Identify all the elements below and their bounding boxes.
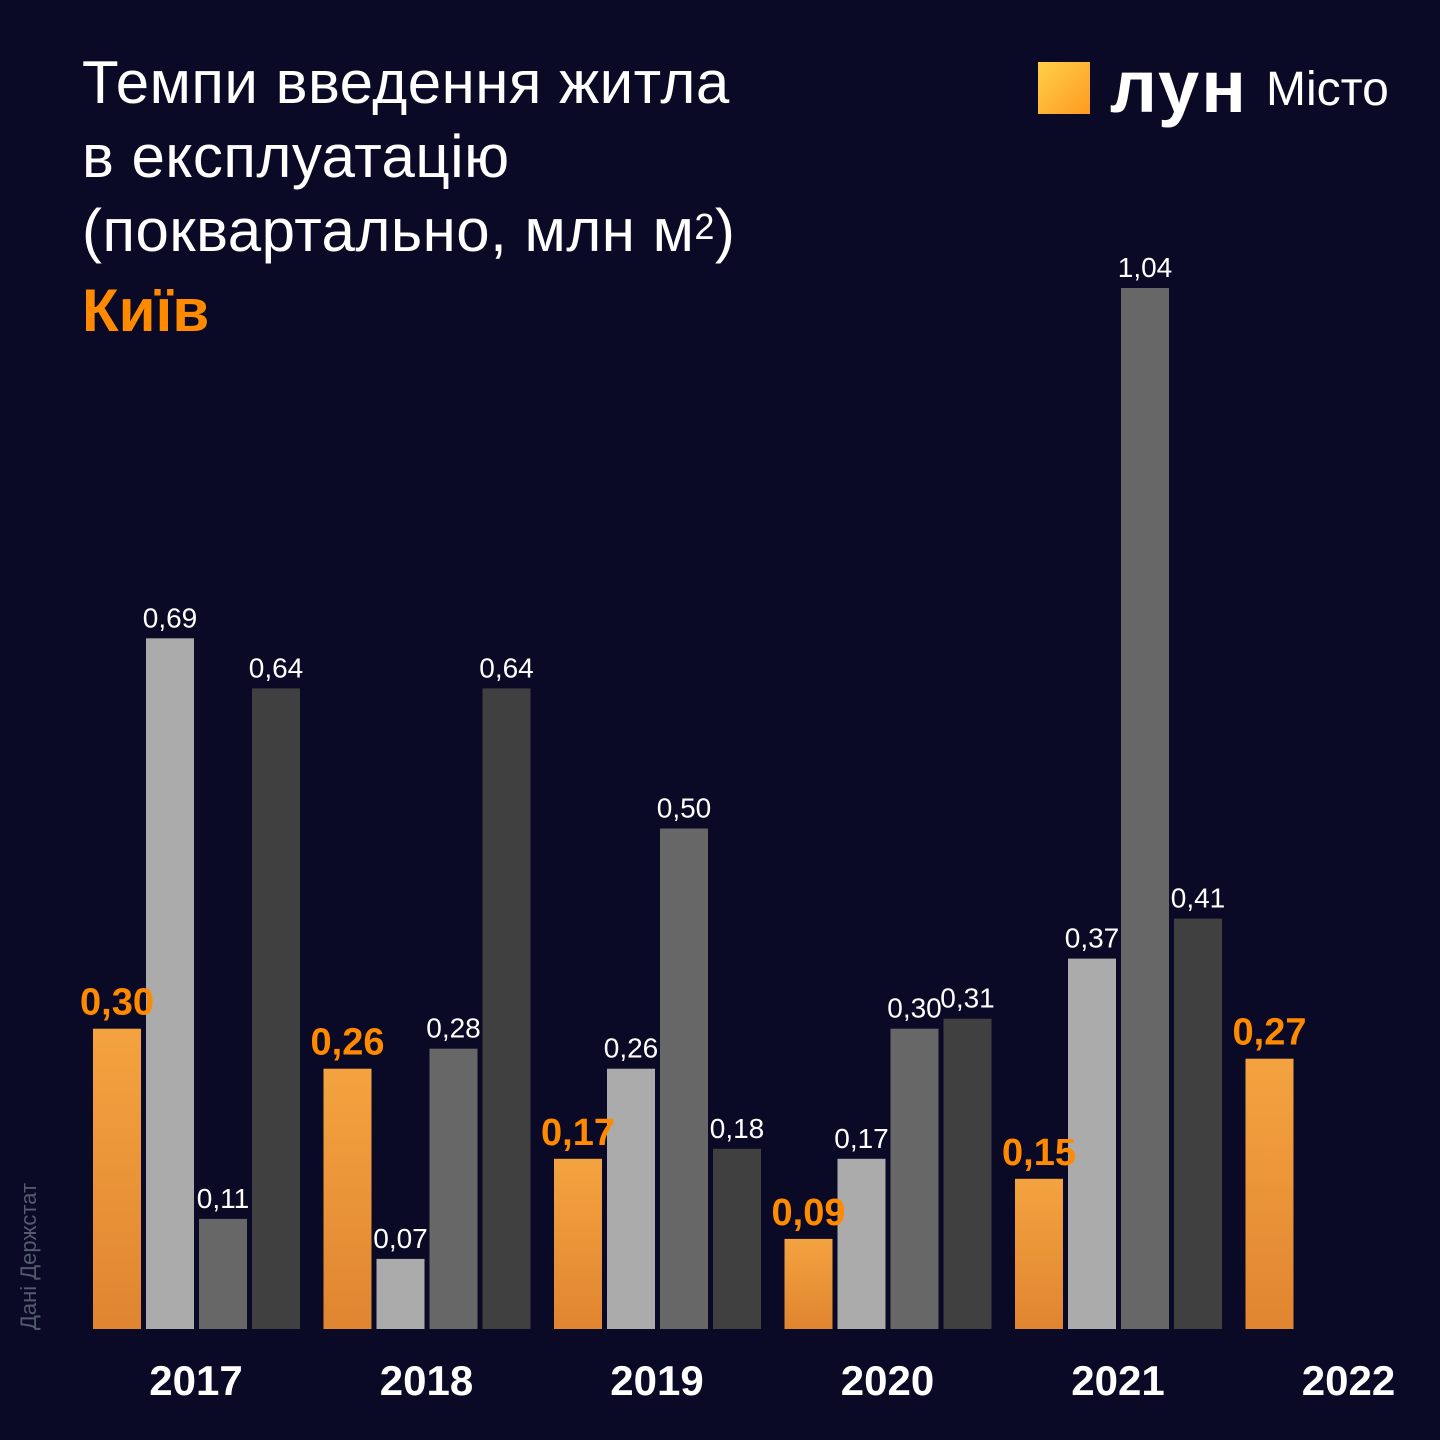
- bar-2019-q1: [554, 1158, 602, 1329]
- data-label-2017-q4: 0,64: [249, 652, 304, 683]
- data-label-2020-q2: 0,17: [834, 1123, 889, 1154]
- bar-2019-q4: [713, 1148, 761, 1329]
- bar-2021-q2: [1068, 958, 1116, 1329]
- bar-2017-q1: [93, 1028, 141, 1329]
- data-label-2018-q3: 0,28: [426, 1013, 481, 1044]
- data-label-2021-q1: 0,15: [1002, 1132, 1076, 1174]
- data-label-2017-q2: 0,69: [143, 602, 198, 633]
- data-label-2017-q1: 0,30: [80, 982, 154, 1024]
- title-line-2: в експлуатацію: [82, 123, 510, 190]
- data-label-2018-q1: 0,26: [311, 1022, 385, 1064]
- data-label-2019-q4: 0,18: [710, 1113, 765, 1144]
- bar-2022-q1: [1245, 1058, 1294, 1329]
- data-label-2020-q3: 0,30: [887, 993, 942, 1024]
- data-label-2018-q4: 0,64: [479, 652, 534, 683]
- logo-square-icon: [1038, 62, 1090, 114]
- chart-title: Темпи введення житла в експлуатацію (пок…: [82, 46, 735, 268]
- bar-2018-q4: [482, 688, 531, 1329]
- logo-subtitle: Місто: [1266, 63, 1389, 116]
- x-tick-2018: 2018: [380, 1357, 473, 1404]
- data-label-2021-q2: 0,37: [1065, 923, 1120, 954]
- x-tick-2017: 2017: [149, 1357, 242, 1404]
- data-label-2019-q2: 0,26: [604, 1033, 659, 1064]
- data-label-2017-q3: 0,11: [197, 1183, 249, 1214]
- bar-2021-q1: [1015, 1178, 1063, 1329]
- bar-2017-q4: [252, 688, 300, 1329]
- title-line-3-text: (поквартально, млн м: [82, 197, 695, 264]
- bar-2019-q3: [660, 828, 708, 1329]
- title-line-3: (поквартально, млн м2): [82, 194, 735, 268]
- x-tick-2022: 2022: [1302, 1357, 1395, 1404]
- data-label-2022-q1: 0,27: [1233, 1012, 1307, 1054]
- data-label-2021-q4: 0,41: [1171, 883, 1226, 914]
- x-tick-2019: 2019: [610, 1357, 703, 1404]
- x-tick-2020: 2020: [841, 1357, 934, 1404]
- bar-2021-q3: [1121, 288, 1169, 1329]
- data-label-2019-q3: 0,50: [657, 793, 712, 824]
- logo-wordmark: лун: [1110, 45, 1248, 128]
- data-label-2018-q2: 0,07: [373, 1223, 428, 1254]
- data-label-2020-q1: 0,09: [772, 1192, 846, 1234]
- bar-2018-q1: [323, 1068, 372, 1329]
- data-label-2020-q4: 0,31: [940, 983, 995, 1014]
- title-line-3-close: ): [714, 197, 736, 264]
- chart-subtitle: Київ: [82, 277, 210, 344]
- title-line-1: Темпи введення житла: [82, 49, 730, 116]
- bar-2018-q2: [376, 1258, 425, 1329]
- data-label-2019-q1: 0,17: [541, 1112, 615, 1154]
- bar-2020-q3: [890, 1028, 939, 1329]
- data-label-2021-q3: 1,04: [1118, 252, 1173, 283]
- bar-2018-q3: [429, 1048, 478, 1329]
- title-superscript: 2: [694, 206, 715, 247]
- bar-2019-q2: [607, 1068, 655, 1329]
- bar-2017-q3: [199, 1218, 247, 1329]
- bar-2020-q2: [837, 1158, 886, 1329]
- bar-2017-q2: [146, 638, 194, 1329]
- bar-2021-q4: [1174, 918, 1222, 1329]
- bar-2020-q1: [784, 1238, 833, 1329]
- x-tick-2021: 2021: [1071, 1357, 1164, 1404]
- bar-2020-q4: [943, 1018, 992, 1329]
